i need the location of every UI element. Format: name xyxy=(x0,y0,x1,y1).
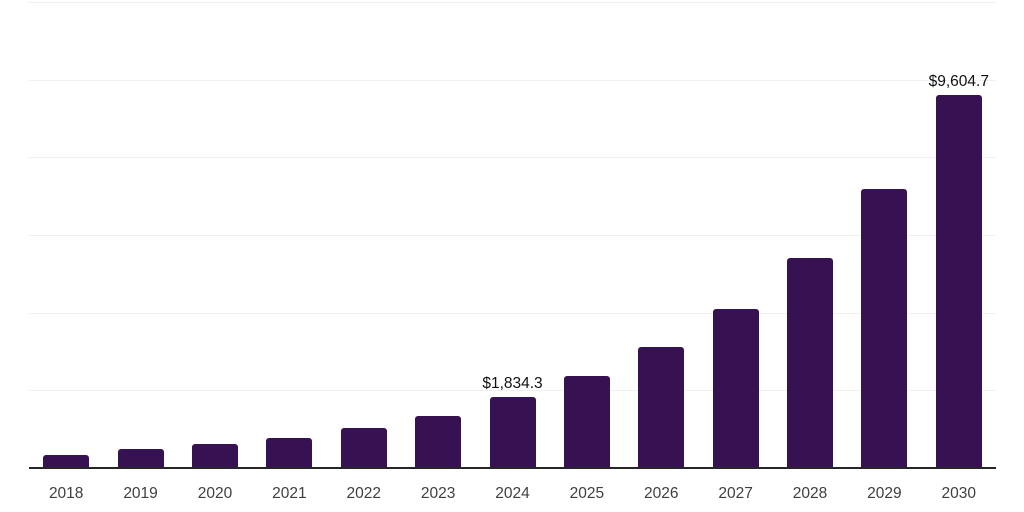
x-tick-label-2025: 2025 xyxy=(569,485,605,502)
gridline xyxy=(29,157,996,159)
x-tick-label-2018: 2018 xyxy=(48,485,84,502)
bar-2023 xyxy=(415,415,462,468)
bar-2026 xyxy=(638,347,685,468)
gridline xyxy=(29,2,996,3)
bar-2020 xyxy=(191,444,238,468)
bar-2030 xyxy=(935,95,982,468)
x-tick-label-2030: 2030 xyxy=(941,485,977,502)
gridline xyxy=(29,312,996,314)
x-tick-label-2021: 2021 xyxy=(272,485,307,502)
bar-2028 xyxy=(787,257,834,468)
bar-value-label-2024: $1,834.3 xyxy=(482,374,543,392)
bar-value-label-2030: $9,604.7 xyxy=(928,73,989,91)
bar-2029 xyxy=(861,189,908,468)
x-tick-label-2023: 2023 xyxy=(420,485,456,502)
bar-2018 xyxy=(43,454,90,468)
gridline xyxy=(29,79,996,81)
x-tick-label-2024: 2024 xyxy=(495,485,530,502)
x-tick-label-2029: 2029 xyxy=(867,485,902,502)
x-axis-line xyxy=(29,467,996,469)
bar-2022 xyxy=(340,427,387,468)
bar-2027 xyxy=(712,308,759,468)
x-tick-label-2020: 2020 xyxy=(197,485,233,502)
x-tick-label-2019: 2019 xyxy=(123,485,158,502)
gridline xyxy=(29,235,996,236)
x-tick-label-2022: 2022 xyxy=(346,485,381,502)
gridline xyxy=(29,390,996,392)
x-tick-label-2028: 2028 xyxy=(792,485,828,502)
bar-2024 xyxy=(489,396,536,468)
x-tick-label-2027: 2027 xyxy=(718,485,753,502)
bar-2025 xyxy=(563,375,610,468)
bar-2021 xyxy=(266,437,313,468)
bar-2019 xyxy=(117,448,164,468)
x-tick-label-2026: 2026 xyxy=(644,485,679,502)
